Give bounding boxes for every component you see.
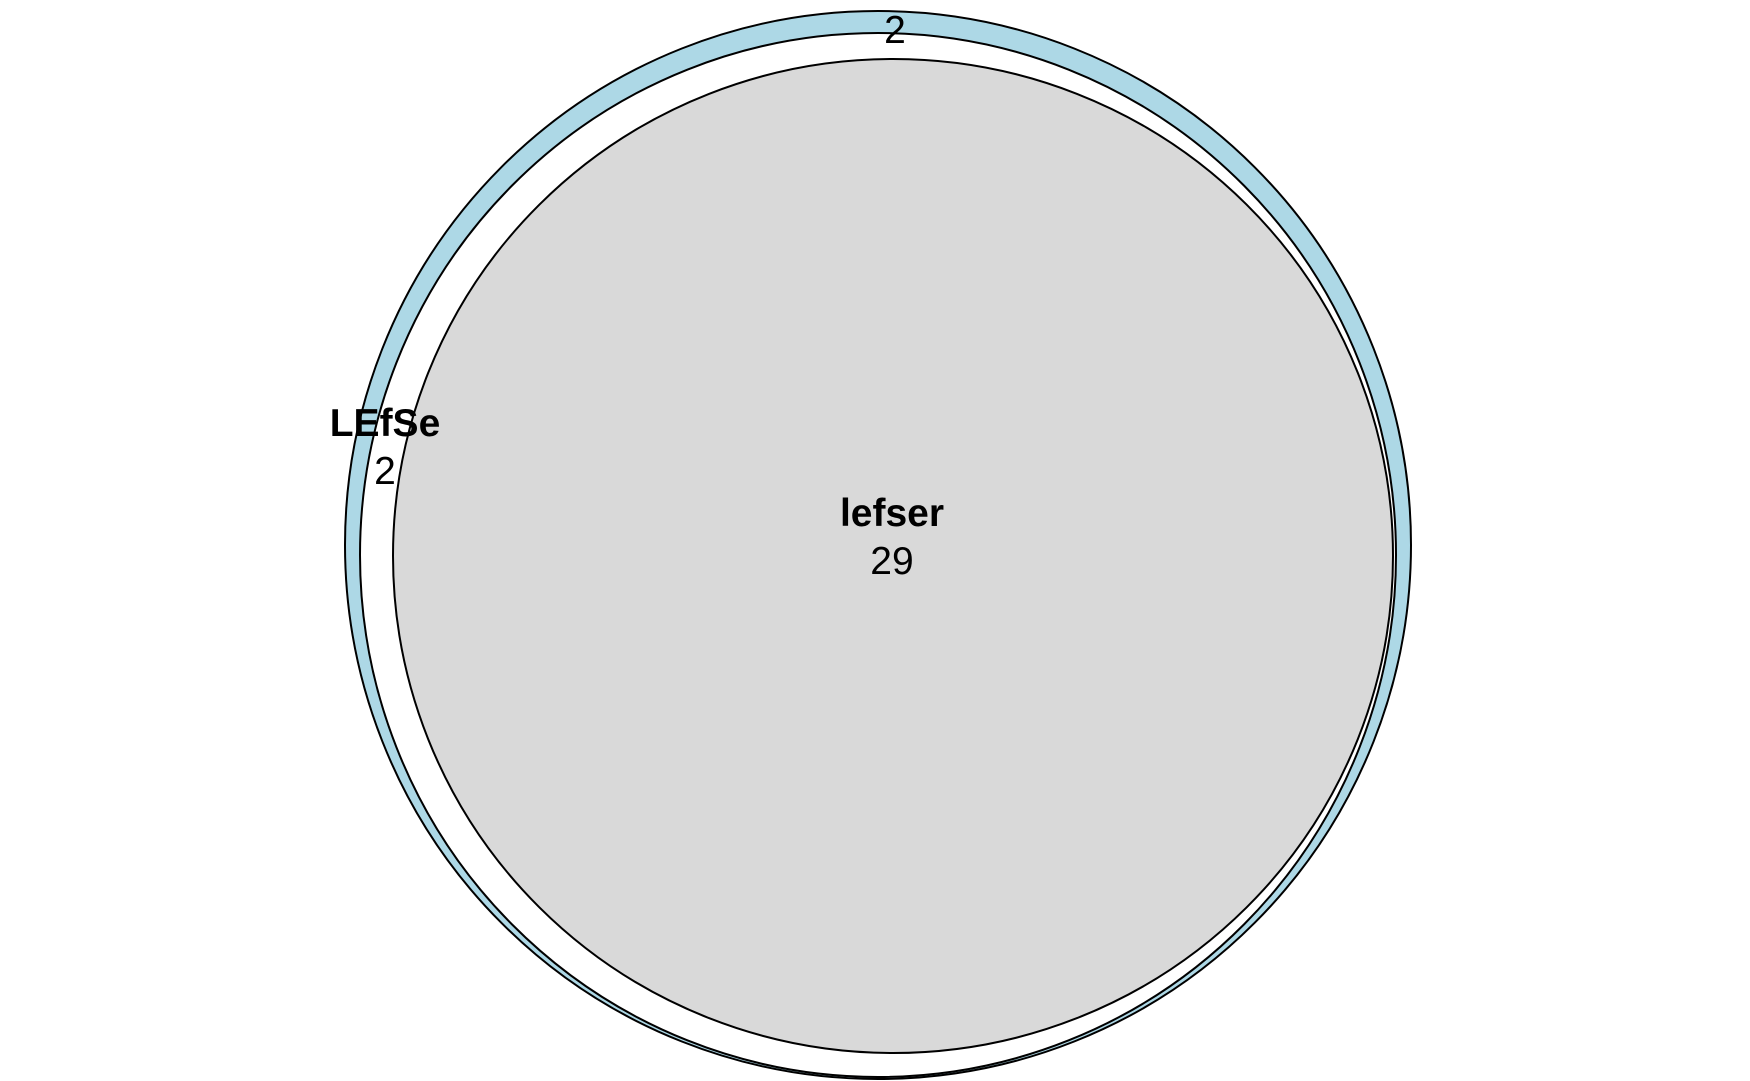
lefse-top-count: 2 (884, 9, 906, 52)
overlap-outline (392, 58, 1394, 1054)
lefse-set-label: LEfSe (330, 402, 441, 445)
lefse-outline (344, 10, 1412, 1080)
overlap-region (393, 59, 1393, 1053)
lefser-set-count: 29 (870, 540, 913, 583)
lefser-set-label: lefser (840, 492, 944, 535)
lefser-outline (359, 32, 1397, 1078)
lefse-set-count: 2 (374, 450, 396, 493)
